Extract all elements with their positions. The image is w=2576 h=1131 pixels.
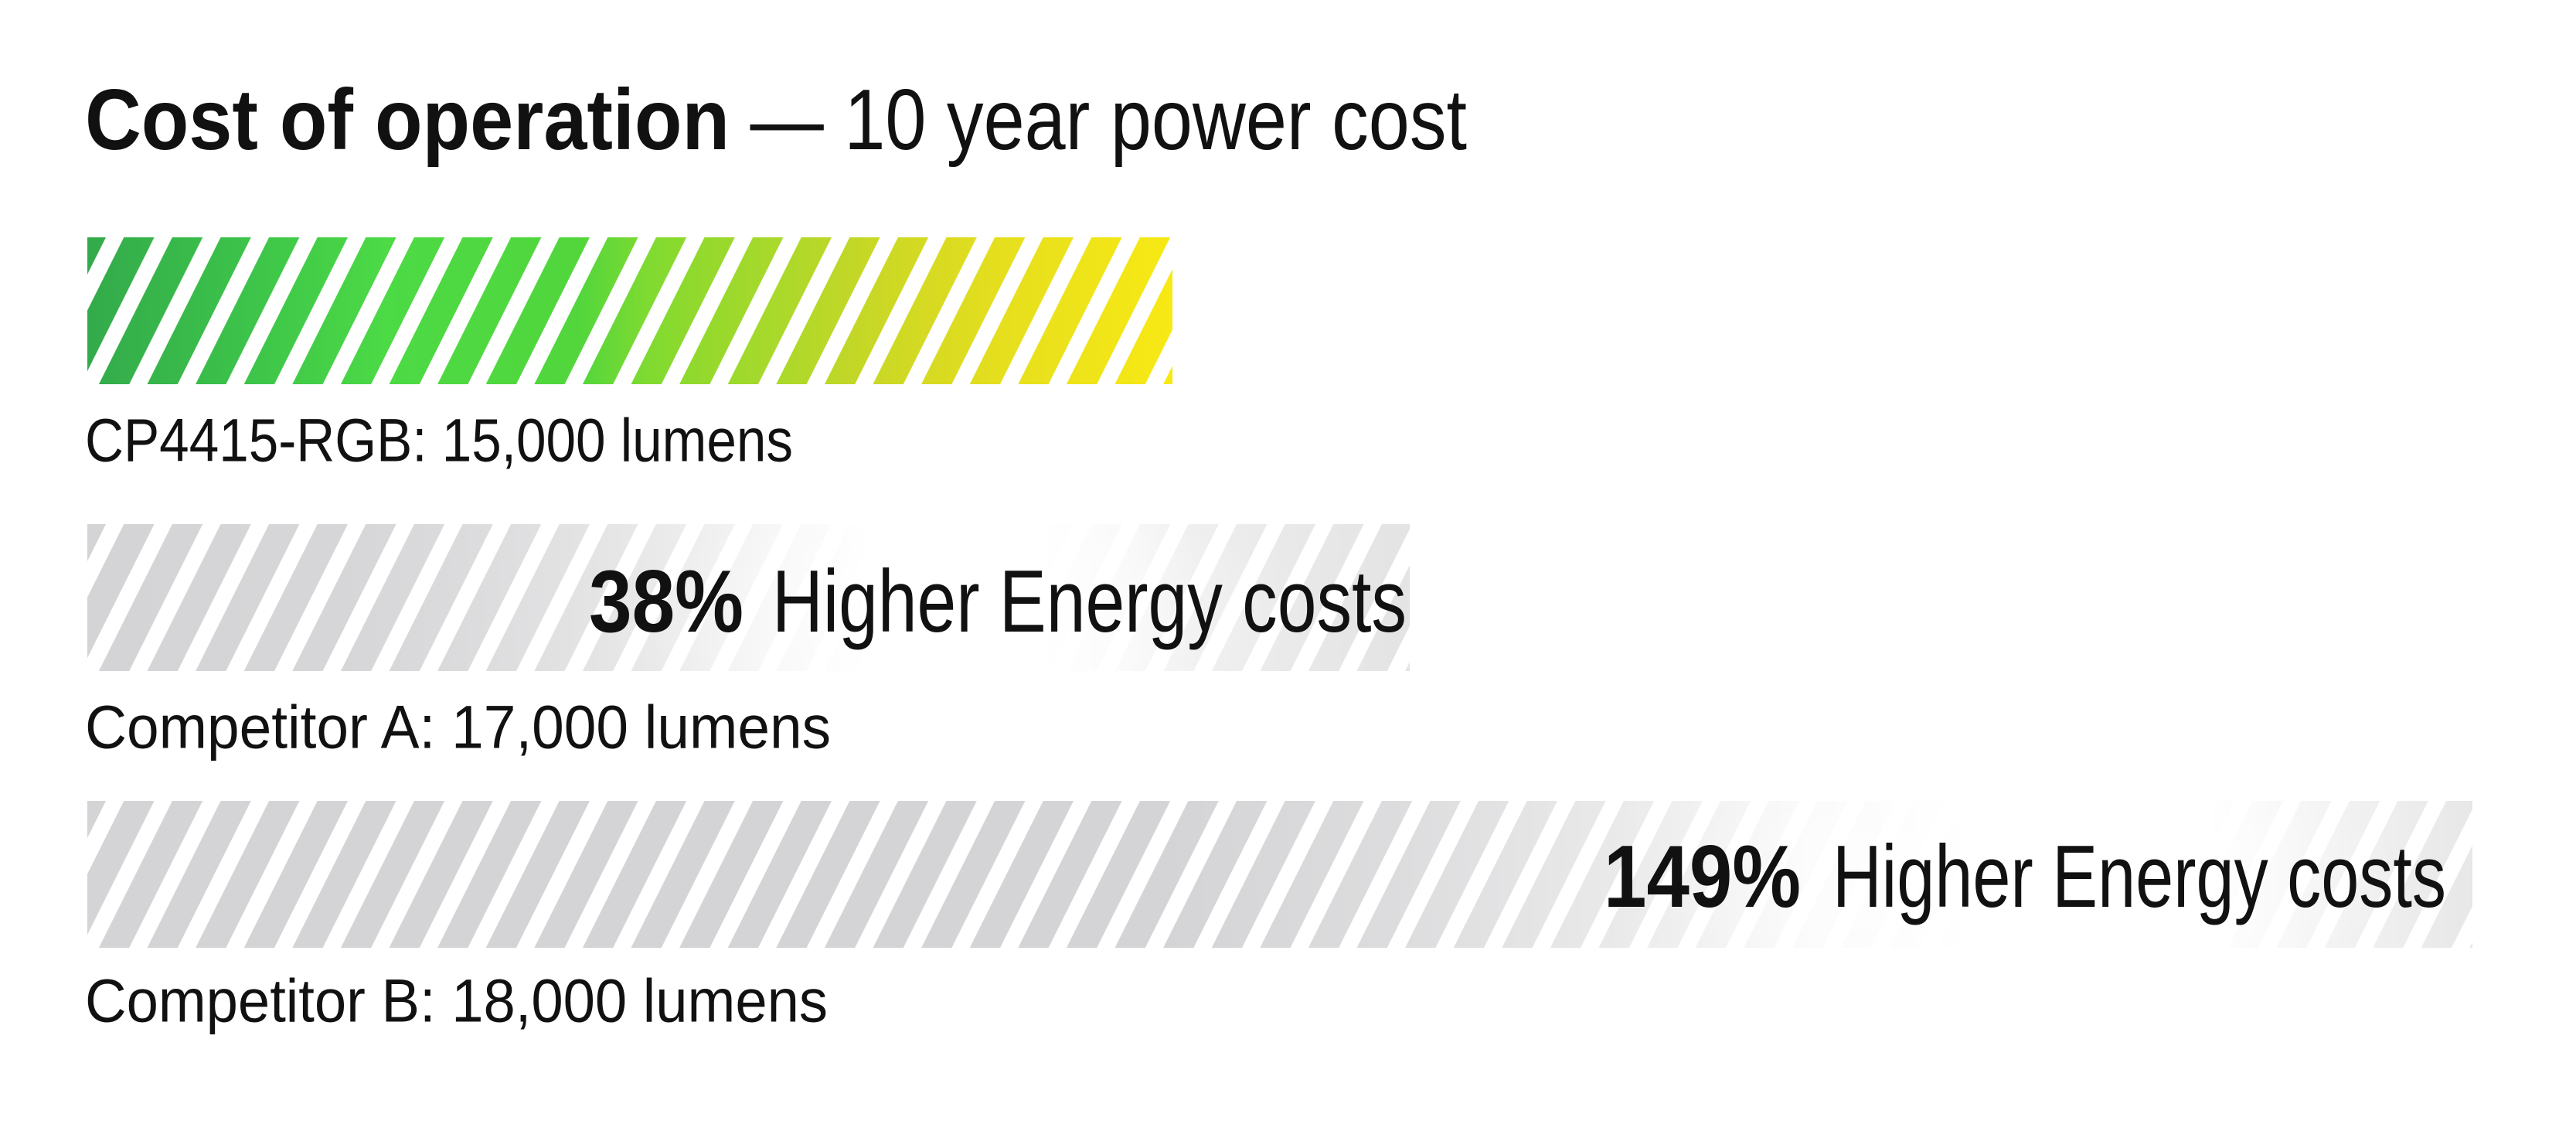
svg-text:— 10 year power cost: — 10 year power cost bbox=[730, 72, 1467, 168]
svg-text:Higher Energy costs: Higher Energy costs bbox=[772, 553, 1407, 651]
svg-text:Cost of operation: Cost of operation bbox=[85, 72, 730, 168]
svg-text:Competitor A: 17,000 lumens: Competitor A: 17,000 lumens bbox=[85, 693, 831, 761]
svg-text:149%: 149% bbox=[1604, 828, 1801, 926]
svg-text:Higher Energy costs: Higher Energy costs bbox=[1832, 828, 2446, 926]
svg-text:CP4415-RGB: 15,000 lumens: CP4415-RGB: 15,000 lumens bbox=[85, 406, 793, 475]
svg-text:38%: 38% bbox=[589, 553, 744, 651]
svg-text:Competitor B: 18,000 lumens: Competitor B: 18,000 lumens bbox=[85, 966, 828, 1035]
